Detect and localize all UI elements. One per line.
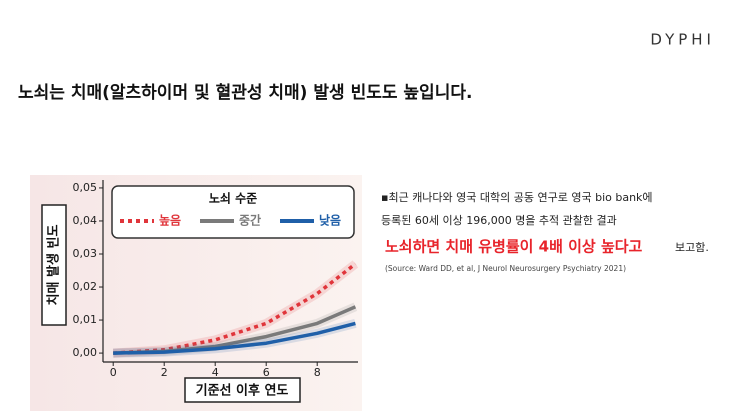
y-tick-label: 0,04 xyxy=(73,214,98,227)
x-label-box xyxy=(184,377,301,403)
y-label: 치매 발생 빈도 xyxy=(46,225,62,306)
source: (Source: Ward DD, et al, J Neurol Neuros… xyxy=(385,264,626,273)
plot: 0,00 0,01 0,02 0,03 0,04 0,05 0 2 4 6 8 치매 발생 빈도기준선… xyxy=(41,180,359,403)
legend-title: 노쇠 수준 xyxy=(209,191,257,206)
y-tick-label: 0,03 xyxy=(73,247,98,260)
legend-label: 낮음 xyxy=(319,213,341,228)
legend-box xyxy=(111,185,355,239)
note-line: ▪최근 캐나다와 영국 대학의 공동 연구로 영국 bio bank에 xyxy=(381,191,653,204)
logo: DYPHI xyxy=(650,31,715,49)
x-tick-label: 6 xyxy=(263,366,270,379)
x-label: 기준선 이후 연도 xyxy=(196,383,289,399)
y-label-box xyxy=(41,204,67,326)
y-tick-label: 0,02 xyxy=(73,280,98,293)
y-tick-label: 0,00 xyxy=(73,346,98,359)
x-tick-label: 4 xyxy=(212,366,219,379)
note-tail: 보고함. xyxy=(675,241,709,254)
y-tick-label: 0,01 xyxy=(73,313,98,326)
note-line: 등록된 60세 이상 196,000 명을 추적 관찰한 결과 xyxy=(381,214,617,227)
line xyxy=(113,321,356,355)
slide-title: 노쇠는 치매(알츠하이머 및 혈관성 치매) 발생 빈도도 높입니다. xyxy=(18,82,472,103)
legend-label: 높음 xyxy=(159,213,181,228)
x-tick-label: 0 xyxy=(110,366,117,379)
x-tick-label: 8 xyxy=(314,366,321,379)
x-tick-label: 2 xyxy=(161,366,168,379)
note-highlight: 노쇠하면 치매 유병률이 4배 이상 높다고 xyxy=(385,238,643,256)
y-tick-label: 0,05 xyxy=(73,181,98,194)
legend-label: 중간 xyxy=(239,213,261,228)
